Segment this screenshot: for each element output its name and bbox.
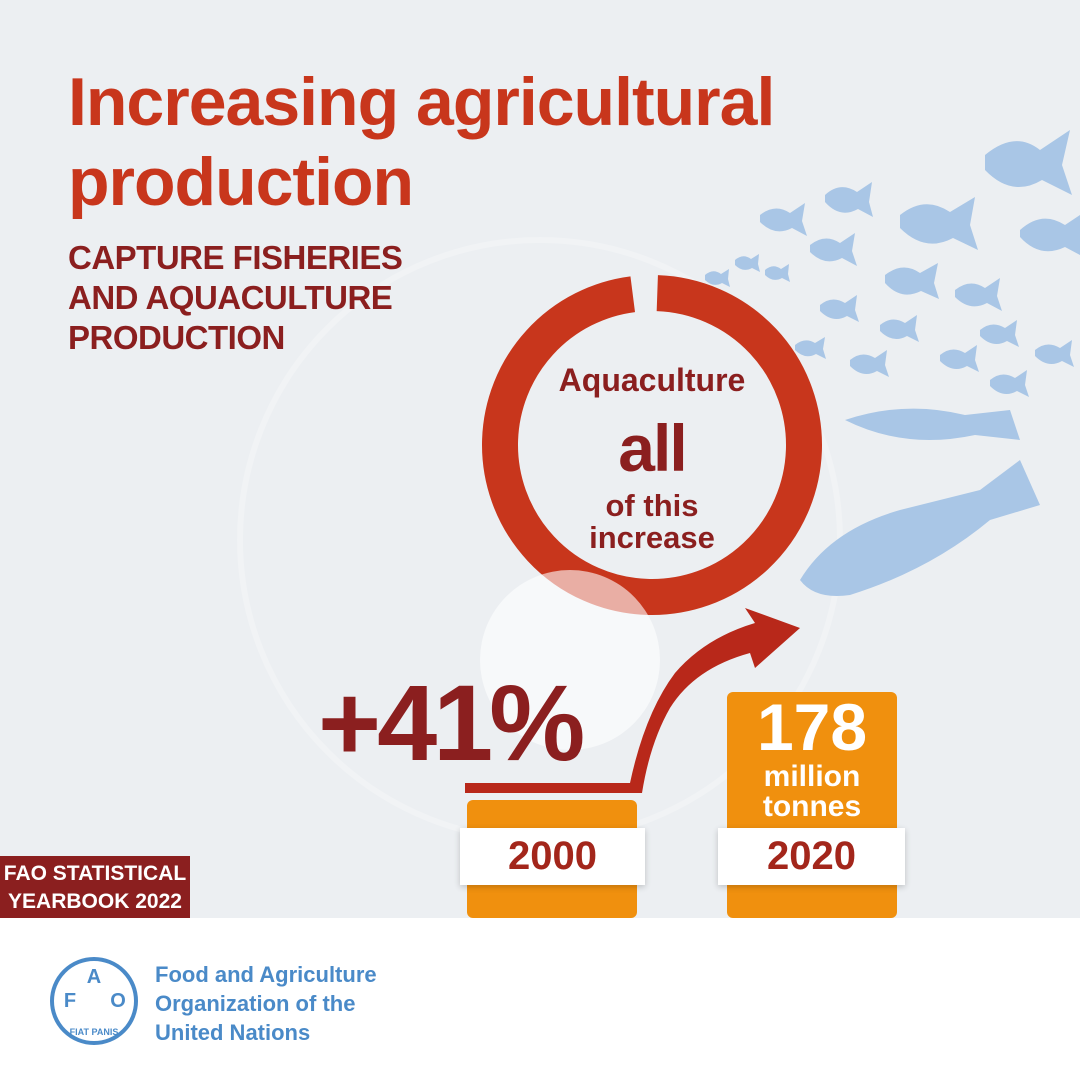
bar-label: 2020 bbox=[718, 828, 905, 885]
subtitle: CAPTURE FISHERIES AND AQUACULTURE PRODUC… bbox=[68, 239, 403, 356]
growth-arrow bbox=[465, 608, 800, 793]
logo-letter: O bbox=[110, 990, 126, 1012]
footer bbox=[0, 918, 1080, 1080]
fish-school bbox=[705, 130, 1080, 596]
donut-bottom: of this increase bbox=[589, 488, 715, 555]
logo-ring bbox=[50, 957, 138, 1045]
logo-motto: FIAT PANIS bbox=[70, 1027, 119, 1037]
donut-middle: all bbox=[618, 411, 687, 485]
title: Increasing agricultural production bbox=[68, 64, 775, 220]
logo-letter: F bbox=[64, 990, 76, 1012]
organization: Food and Agriculture Organization of the… bbox=[155, 962, 377, 1045]
value: 178 bbox=[756, 690, 868, 764]
highlight bbox=[480, 570, 660, 750]
change: +41% bbox=[318, 662, 585, 783]
donut-top: Aquaculture bbox=[558, 362, 746, 398]
bar-label: 2000 bbox=[460, 828, 645, 885]
unit: million tonnes bbox=[762, 760, 862, 823]
badge: FAO STATISTICAL YEARBOOK 2022 bbox=[0, 856, 190, 918]
logo: F A O FIAT PANIS bbox=[50, 957, 138, 1045]
donut-ring bbox=[482, 275, 822, 615]
value-block: 178 million tonnes bbox=[727, 692, 897, 822]
logo-letter: A bbox=[87, 966, 101, 988]
